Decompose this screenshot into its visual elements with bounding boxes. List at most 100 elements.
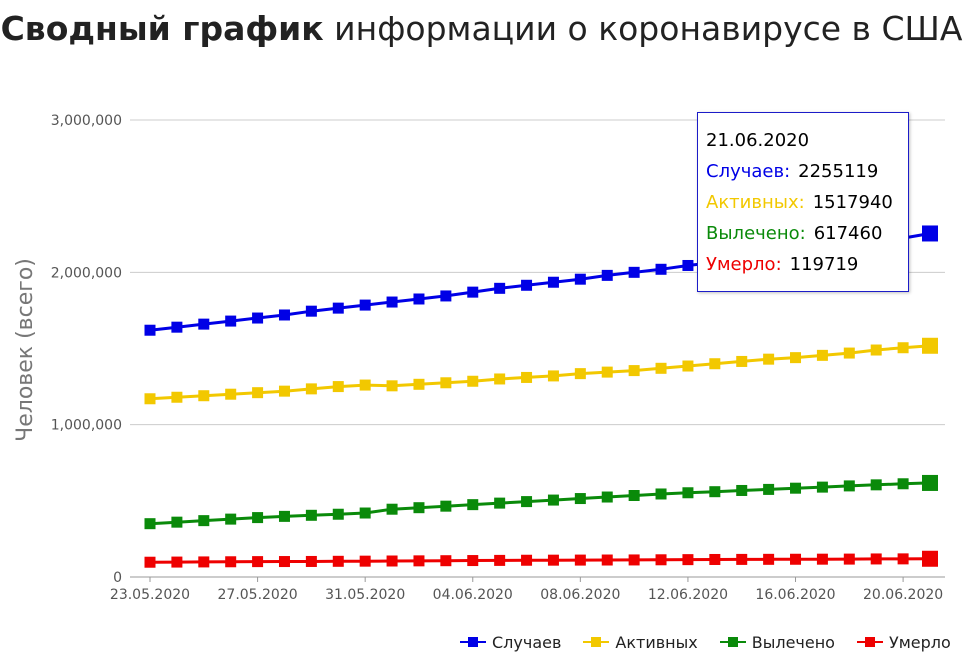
data-point[interactable] [440,290,452,302]
data-point[interactable] [547,370,559,382]
data-point[interactable] [144,393,156,405]
data-point[interactable] [547,276,559,288]
data-point[interactable] [763,483,775,495]
data-point[interactable] [870,344,882,356]
data-point[interactable] [171,321,183,333]
data-point[interactable] [922,474,938,491]
data-point[interactable] [252,387,264,399]
data-point[interactable] [628,554,640,566]
data-point[interactable] [332,555,344,567]
data-point[interactable] [790,352,802,364]
data-point[interactable] [171,556,183,568]
data-point[interactable] [467,375,479,387]
data-point[interactable] [682,554,694,566]
data-point[interactable] [305,383,317,395]
data-point[interactable] [440,555,452,567]
data-point[interactable] [198,390,210,402]
legend-item[interactable]: Активных [583,630,698,654]
data-point[interactable] [225,388,237,400]
data-point[interactable] [332,508,344,520]
data-point[interactable] [922,225,938,242]
data-point[interactable] [359,507,371,519]
data-point[interactable] [198,318,210,330]
data-point[interactable] [198,515,210,527]
data-point[interactable] [547,494,559,506]
data-point[interactable] [386,555,398,567]
data-point[interactable] [628,490,640,502]
legend-item[interactable]: Случаев [460,630,561,654]
data-point[interactable] [305,509,317,521]
data-point[interactable] [682,487,694,499]
data-point[interactable] [547,554,559,566]
data-point[interactable] [574,273,586,285]
data-point[interactable] [494,282,506,294]
data-point[interactable] [601,554,613,566]
data-point[interactable] [628,266,640,278]
data-point[interactable] [252,512,264,524]
data-point[interactable] [709,553,721,565]
data-point[interactable] [736,484,748,496]
data-point[interactable] [790,553,802,565]
data-point[interactable] [225,513,237,525]
data-point[interactable] [467,499,479,511]
data-point[interactable] [736,553,748,565]
data-point[interactable] [897,342,909,354]
data-point[interactable] [574,368,586,380]
data-point[interactable] [198,556,210,568]
data-point[interactable] [440,377,452,389]
legend[interactable]: Случаев Активных Вылечено Умерло [460,630,951,654]
data-point[interactable] [386,503,398,515]
data-point[interactable] [494,497,506,509]
data-point[interactable] [601,491,613,503]
data-point[interactable] [386,380,398,392]
data-point[interactable] [655,554,667,566]
data-point[interactable] [278,385,290,397]
data-point[interactable] [171,516,183,528]
data-point[interactable] [305,305,317,317]
data-point[interactable] [790,482,802,494]
data-point[interactable] [413,378,425,390]
data-point[interactable] [467,555,479,567]
data-point[interactable] [278,556,290,568]
data-point[interactable] [655,488,667,500]
data-point[interactable] [386,296,398,308]
data-point[interactable] [332,302,344,314]
legend-item[interactable]: Умерло [856,630,951,654]
data-point[interactable] [305,555,317,567]
data-point[interactable] [413,502,425,514]
data-point[interactable] [144,556,156,568]
data-point[interactable] [763,553,775,565]
data-point[interactable] [225,315,237,327]
data-point[interactable] [682,360,694,372]
legend-item[interactable]: Вылечено [719,630,835,654]
data-point[interactable] [709,358,721,370]
data-point[interactable] [816,481,828,493]
data-point[interactable] [763,353,775,365]
data-point[interactable] [359,555,371,567]
data-point[interactable] [843,553,855,565]
data-point[interactable] [922,550,938,567]
data-point[interactable] [843,347,855,359]
data-point[interactable] [252,312,264,324]
data-point[interactable] [897,478,909,490]
series-Умерло[interactable] [144,550,939,568]
data-point[interactable] [413,555,425,567]
data-point[interactable] [843,480,855,492]
data-point[interactable] [171,391,183,403]
data-point[interactable] [144,324,156,336]
data-point[interactable] [682,259,694,271]
data-point[interactable] [440,500,452,512]
data-point[interactable] [816,553,828,565]
data-point[interactable] [467,286,479,298]
data-point[interactable] [494,373,506,385]
data-point[interactable] [521,496,533,508]
data-point[interactable] [922,337,938,354]
data-point[interactable] [601,366,613,378]
data-point[interactable] [574,493,586,505]
data-point[interactable] [655,362,667,374]
data-point[interactable] [494,554,506,566]
data-point[interactable] [332,381,344,393]
data-point[interactable] [413,293,425,305]
data-point[interactable] [359,379,371,391]
data-point[interactable] [359,299,371,311]
